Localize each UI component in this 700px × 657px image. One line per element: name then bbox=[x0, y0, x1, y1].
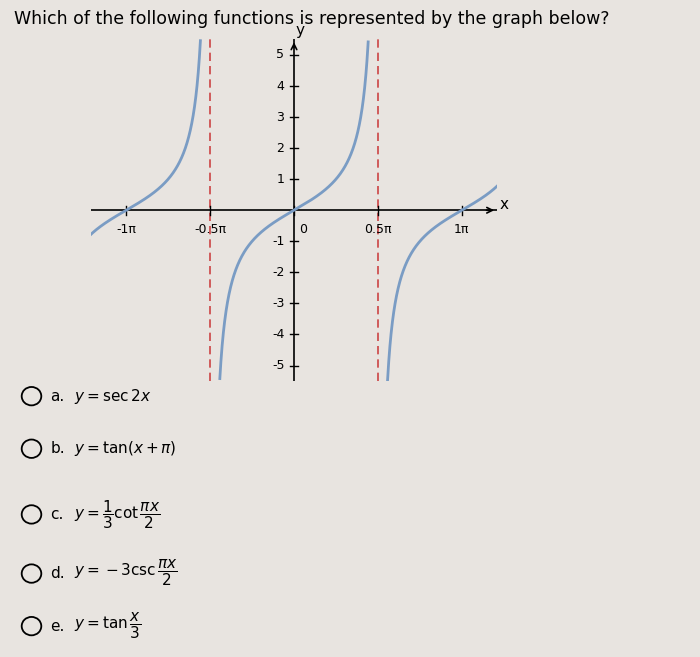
Text: 4: 4 bbox=[276, 79, 284, 93]
Text: $y = \sec 2x$: $y = \sec 2x$ bbox=[74, 387, 150, 405]
Text: x: x bbox=[500, 197, 509, 212]
Text: -5: -5 bbox=[272, 359, 284, 372]
Text: 0: 0 bbox=[300, 223, 307, 236]
Text: 3: 3 bbox=[276, 110, 284, 124]
Text: 0.5π: 0.5π bbox=[364, 223, 392, 236]
Text: -2: -2 bbox=[272, 266, 284, 279]
Text: c.: c. bbox=[50, 507, 64, 522]
Text: -0.5π: -0.5π bbox=[194, 223, 226, 236]
Text: 5: 5 bbox=[276, 49, 284, 62]
Text: $y = \tan \dfrac{x}{3}$: $y = \tan \dfrac{x}{3}$ bbox=[74, 611, 141, 641]
Text: -1π: -1π bbox=[116, 223, 136, 236]
Text: $y = -3\csc \dfrac{\pi x}{2}$: $y = -3\csc \dfrac{\pi x}{2}$ bbox=[74, 558, 178, 589]
Text: 1: 1 bbox=[276, 173, 284, 186]
Text: 1π: 1π bbox=[454, 223, 470, 236]
Text: -1: -1 bbox=[272, 235, 284, 248]
Text: Which of the following functions is represented by the graph below?: Which of the following functions is repr… bbox=[14, 10, 610, 28]
Text: -3: -3 bbox=[272, 297, 284, 310]
Text: a.: a. bbox=[50, 389, 64, 403]
Text: $y = \tan(x + \pi)$: $y = \tan(x + \pi)$ bbox=[74, 440, 176, 458]
Text: $y = \dfrac{1}{3} \cot \dfrac{\pi x}{2}$: $y = \dfrac{1}{3} \cot \dfrac{\pi x}{2}$ bbox=[74, 498, 160, 531]
Text: d.: d. bbox=[50, 566, 65, 581]
Text: 2: 2 bbox=[276, 142, 284, 154]
Text: b.: b. bbox=[50, 442, 65, 456]
Text: y: y bbox=[296, 23, 305, 38]
Text: e.: e. bbox=[50, 619, 65, 633]
Text: -4: -4 bbox=[272, 328, 284, 341]
